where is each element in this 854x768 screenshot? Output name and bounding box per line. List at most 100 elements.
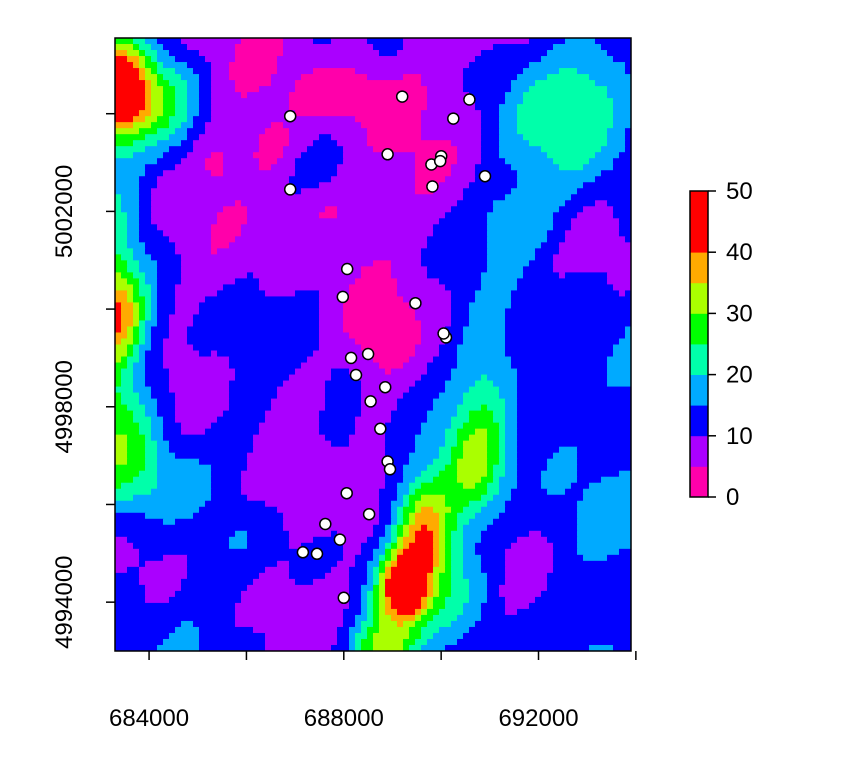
raster-cell	[133, 272, 146, 279]
raster-cell	[505, 314, 631, 322]
raster-cell	[175, 410, 224, 418]
raster-cell	[493, 380, 518, 388]
raster-cell	[247, 92, 290, 99]
raster-cell	[115, 548, 140, 556]
raster-cell	[451, 314, 470, 322]
raster-cell	[199, 302, 320, 310]
raster-cell	[409, 530, 416, 538]
raster-cell	[289, 176, 332, 183]
raster-cell	[157, 266, 182, 273]
raster-cell	[445, 440, 458, 448]
raster-cell	[469, 596, 488, 604]
raster-cell	[505, 596, 536, 604]
raster-cell	[205, 428, 260, 436]
raster-cell	[607, 92, 631, 99]
raster-cell	[115, 134, 146, 141]
raster-cell	[361, 398, 398, 406]
raster-cell	[463, 326, 506, 334]
raster-cell	[373, 644, 404, 651]
raster-cell	[115, 440, 128, 448]
raster-cell	[421, 494, 446, 502]
raster-cell	[481, 146, 500, 153]
raster-cell	[463, 548, 476, 556]
raster-cell	[169, 386, 230, 394]
raster-cell	[517, 440, 631, 448]
raster-cell	[151, 68, 158, 75]
raster-cell	[115, 92, 146, 99]
raster-cell	[289, 374, 332, 382]
raster-cell	[373, 590, 380, 598]
raster-cell	[385, 608, 398, 616]
raster-cell	[145, 458, 158, 466]
raster-cell	[169, 440, 254, 448]
raster-cell	[607, 554, 631, 562]
legend-swatch	[690, 191, 708, 222]
raster-cell	[481, 134, 500, 141]
raster-cell	[463, 86, 512, 93]
raster-cell	[403, 296, 452, 304]
raster-cell	[625, 290, 631, 298]
raster-cell	[385, 560, 392, 568]
raster-cell	[457, 434, 470, 442]
raster-cell	[421, 524, 428, 532]
raster-cell	[571, 224, 620, 231]
raster-cell	[151, 110, 164, 117]
raster-cell	[469, 182, 518, 189]
raster-cell	[469, 590, 488, 598]
raster-cell	[157, 50, 170, 57]
raster-cell	[127, 296, 134, 304]
raster-cell	[421, 134, 482, 141]
raster-cell	[499, 152, 548, 159]
raster-cell	[349, 602, 362, 610]
raster-cell	[415, 446, 440, 454]
raster-cell	[115, 566, 128, 574]
raster-cell	[433, 542, 440, 550]
raster-cell	[145, 308, 152, 316]
raster-cell	[139, 392, 152, 400]
raster-cell	[433, 536, 440, 544]
raster-cell	[241, 230, 434, 237]
raster-cell	[139, 428, 152, 436]
raster-cell	[493, 206, 560, 213]
x-tick-label: 688000	[304, 705, 384, 732]
raster-cell	[283, 152, 302, 159]
raster-cell	[397, 278, 440, 285]
raster-cell	[145, 338, 152, 346]
raster-cell	[451, 164, 476, 171]
raster-cell	[181, 272, 248, 279]
raster-cell	[259, 572, 290, 580]
raster-cell	[145, 98, 152, 105]
raster-cell	[163, 428, 182, 436]
raster-cell	[133, 338, 140, 346]
raster-cell	[379, 542, 386, 550]
raster-cell	[145, 440, 158, 448]
raster-cell	[181, 140, 194, 147]
raster-cell	[457, 524, 464, 532]
raster-cell	[361, 620, 374, 628]
raster-cell	[145, 404, 158, 412]
raster-cell	[217, 350, 314, 358]
raster-cell	[379, 620, 398, 628]
raster-cell	[115, 626, 176, 634]
raster-cell	[133, 284, 140, 292]
raster-cell	[163, 638, 200, 646]
raster-cell	[409, 482, 422, 490]
raster-cell	[373, 554, 380, 562]
raster-cell	[229, 362, 302, 370]
raster-cell	[409, 644, 422, 651]
raster-cell	[433, 230, 488, 237]
raster-cell	[553, 542, 578, 550]
raster-cell	[475, 98, 506, 105]
raster-cell	[349, 632, 356, 640]
raster-cell	[157, 128, 176, 135]
sample-point	[337, 591, 351, 605]
raster-cell	[559, 206, 584, 213]
raster-cell	[145, 68, 152, 75]
raster-cell	[511, 494, 584, 502]
raster-cell	[451, 416, 470, 424]
raster-cell	[151, 326, 170, 334]
raster-cell	[361, 590, 368, 598]
raster-cell	[403, 506, 416, 514]
raster-cell	[463, 446, 488, 454]
raster-cell	[241, 470, 386, 478]
